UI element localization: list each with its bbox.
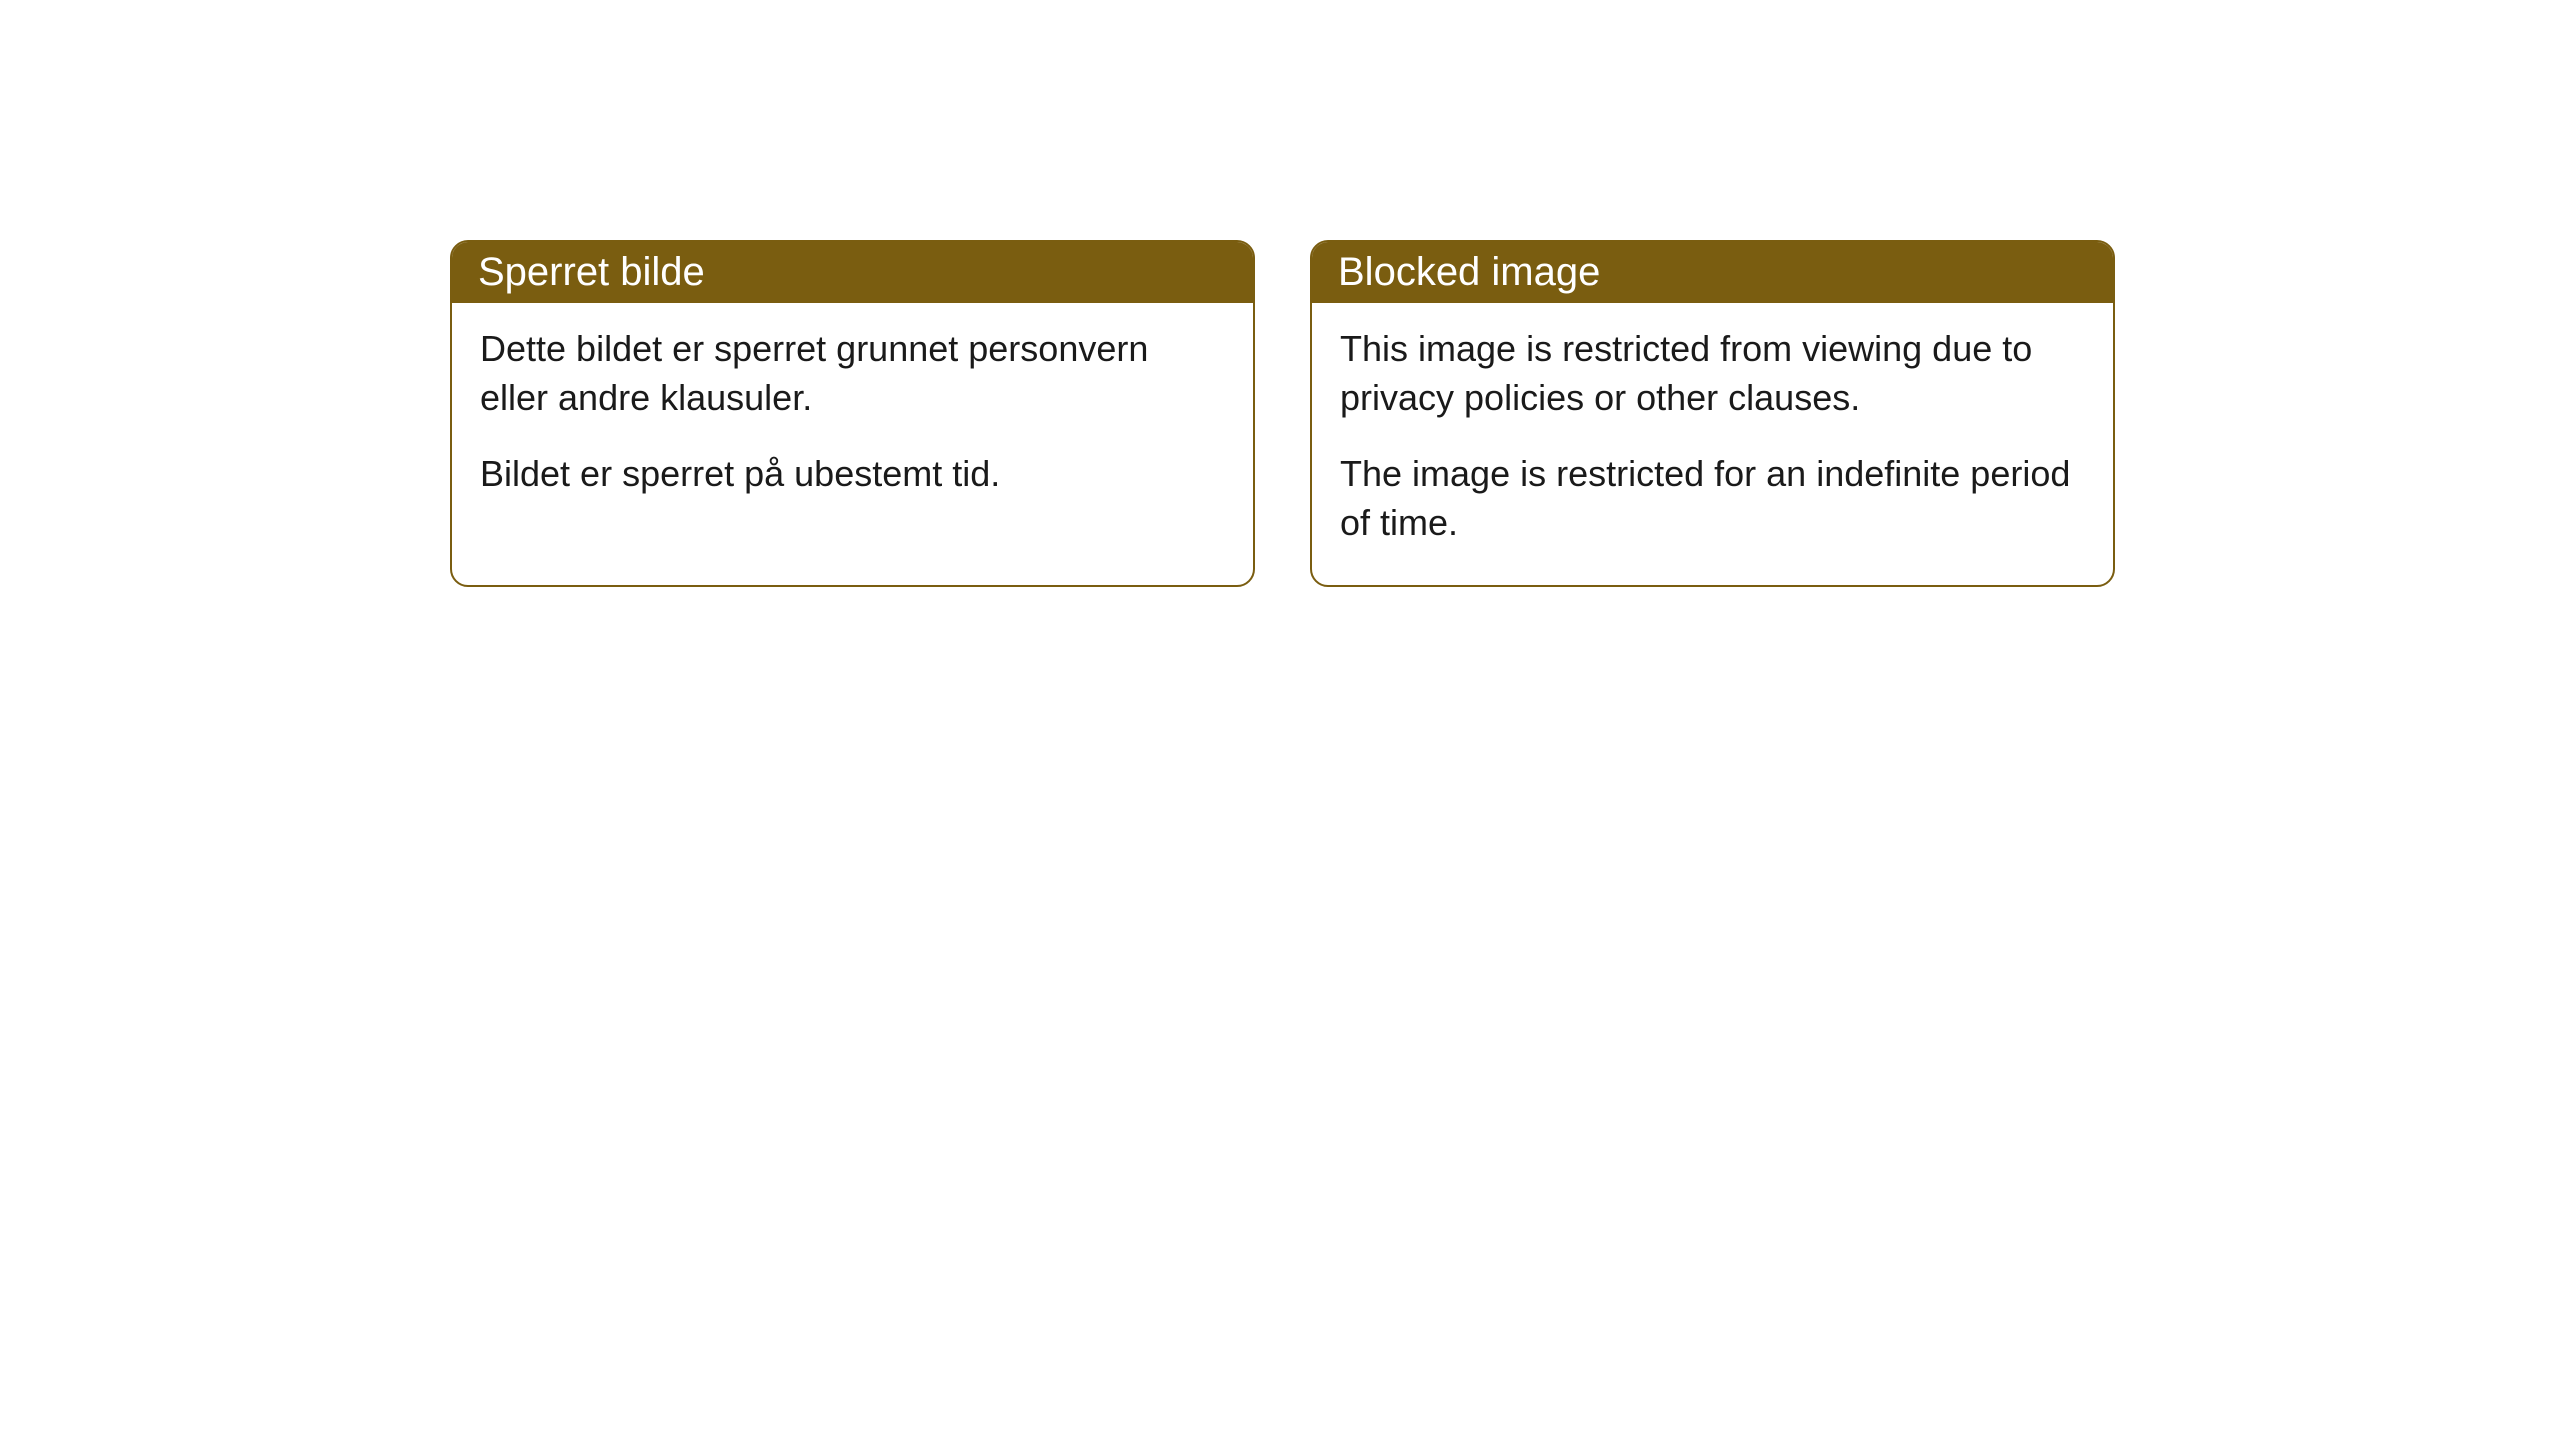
notice-cards-container: Sperret bilde Dette bildet er sperret gr… (450, 240, 2115, 587)
card-title: Blocked image (1338, 250, 1600, 294)
card-body-english: This image is restricted from viewing du… (1312, 303, 2113, 585)
card-paragraph: Dette bildet er sperret grunnet personve… (480, 325, 1225, 422)
card-paragraph: This image is restricted from viewing du… (1340, 325, 2085, 422)
card-title: Sperret bilde (478, 250, 705, 294)
card-header-english: Blocked image (1312, 242, 2113, 303)
card-paragraph: Bildet er sperret på ubestemt tid. (480, 450, 1225, 499)
notice-card-english: Blocked image This image is restricted f… (1310, 240, 2115, 587)
card-body-norwegian: Dette bildet er sperret grunnet personve… (452, 303, 1253, 537)
card-header-norwegian: Sperret bilde (452, 242, 1253, 303)
notice-card-norwegian: Sperret bilde Dette bildet er sperret gr… (450, 240, 1255, 587)
card-paragraph: The image is restricted for an indefinit… (1340, 450, 2085, 547)
